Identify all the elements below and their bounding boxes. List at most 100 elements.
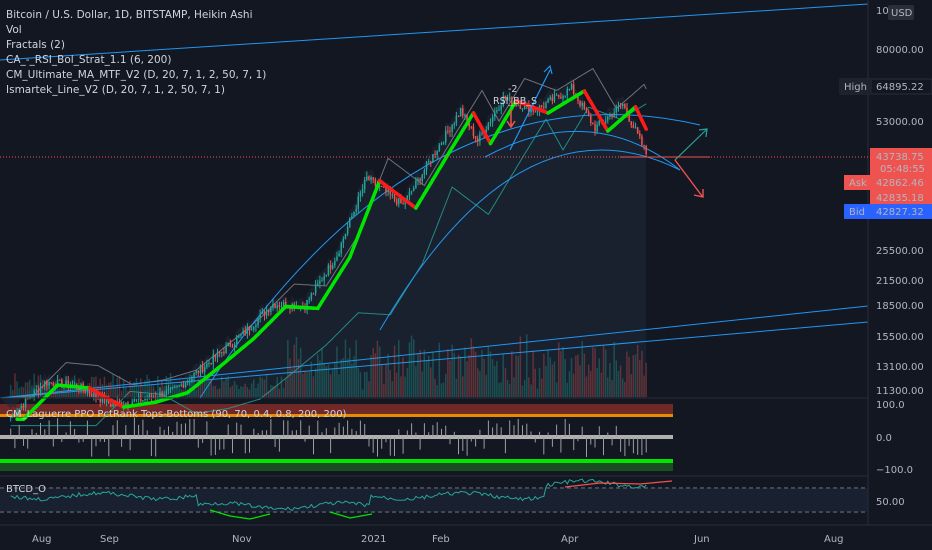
volume-bar [636,344,639,397]
candle-body [154,396,157,398]
volume-bar [306,372,308,397]
price-tick: 21500.00 [876,276,924,287]
candle-body [498,109,500,111]
volume-bar [406,367,409,397]
candle-body [391,194,394,196]
volume-bar [487,346,490,397]
candle-body [639,133,641,137]
candle-body [233,344,236,348]
candle-body [632,125,635,128]
candle-body [630,121,632,126]
volume-bar [634,354,637,397]
chart-title[interactable]: Bitcoin / U.S. Dollar, 1D, BITSTAMP, Hei… [6,9,253,21]
price-axis[interactable]: 10 USD 80000.00 53000.00 25500.00 21500.… [839,5,932,397]
volume-bar [257,383,259,397]
indicator-fractals[interactable]: Fractals (2) [6,39,65,51]
candle-body [191,377,193,381]
candle-body [474,136,477,139]
laguerre-title[interactable]: CM_Laguerre PPO PctRank Tops-Bottoms (90… [6,409,347,420]
btcd-title[interactable]: BTCD_O [6,484,46,495]
candle-body [248,326,251,331]
volume-bar [532,350,534,397]
volume-bar [351,363,353,397]
volume-bar [494,365,496,397]
volume-bar [22,387,25,397]
volume-bar [206,375,208,397]
volume-bar [383,383,385,397]
volume-bar [632,355,635,397]
volume-bar [587,364,590,397]
volume-bar [325,366,327,397]
volume-bar [71,379,74,397]
btcd-line [10,478,647,512]
candle-body [457,115,460,117]
volume-bar [140,378,142,397]
volume-bar [596,367,598,397]
indicator-rsi-bol-strat[interactable]: CA_-_RSI_Bol_Strat_1.1 (6, 200) [6,54,171,66]
volume-bar [472,346,475,397]
candle-body [423,170,426,175]
volume-bar [430,367,432,397]
projection-up-right-arrow-icon [674,128,708,161]
volume-bar [630,374,632,397]
volume-bar [289,358,291,397]
btcd-oversold-segment [209,509,271,520]
candle-body [12,414,14,417]
candle-body [340,242,342,254]
volume-bar [489,351,492,397]
volume-bar [58,388,61,397]
volume-bar [210,379,212,397]
volume-bar [246,387,249,397]
candle-body [259,313,261,319]
candle-body [212,354,214,365]
volume-bar [481,349,483,397]
volume-bar [415,366,417,397]
candle-body [543,106,545,108]
candle-body [244,330,246,334]
volume-bar [570,358,573,397]
volume-bar [370,355,372,397]
candle-body [95,392,97,398]
indicator-vol[interactable]: Vol [6,24,22,36]
candle-body [470,126,473,128]
volume-bar [148,378,150,397]
volume-bar [31,385,33,397]
candle-body [178,385,180,387]
volume-bar [560,351,562,397]
volume-bar [157,376,159,397]
candle-body [566,89,568,96]
volume-bar [455,378,458,397]
volume-bar [238,388,240,397]
candle-body [88,391,91,395]
candle-body [148,394,150,399]
volume-bar [604,349,607,397]
candle-body [39,386,42,393]
volume-bar [421,371,423,397]
candle-body [477,138,479,142]
candle-body [521,108,524,110]
volume-bar [361,389,364,397]
volume-bar [479,371,481,397]
candle-body [99,398,101,403]
candle-body [372,177,374,180]
time-axis[interactable]: Aug Sep Nov 2021 Feb Apr Jun Aug [32,534,844,545]
volume-bar [389,370,391,397]
candle-body [325,275,327,277]
candle-body [150,394,153,398]
candle-body [52,383,55,386]
indicator-cm-ultimate-ma[interactable]: CM_Ultimate_MA_MTF_V2 (D, 20, 7, 1, 2, 5… [6,69,266,81]
volume-bar [236,384,238,397]
candle-body [93,392,95,397]
price-tick-top: 10 [876,6,889,17]
volume-bar [626,351,628,397]
time-label: Aug [824,534,844,545]
candle-body [468,120,470,127]
currency-badge[interactable] [888,5,914,20]
volume-bar [622,378,624,397]
candle-body [65,380,67,385]
volume-bars [9,334,647,397]
candle-body [161,392,163,397]
indicator-ismartek-line[interactable]: Ismartek_Line_V2 (D, 20, 7, 1, 2, 50, 7,… [6,84,225,96]
mid-price-value: 42835.18 [876,193,924,204]
volume-bar [359,372,362,397]
